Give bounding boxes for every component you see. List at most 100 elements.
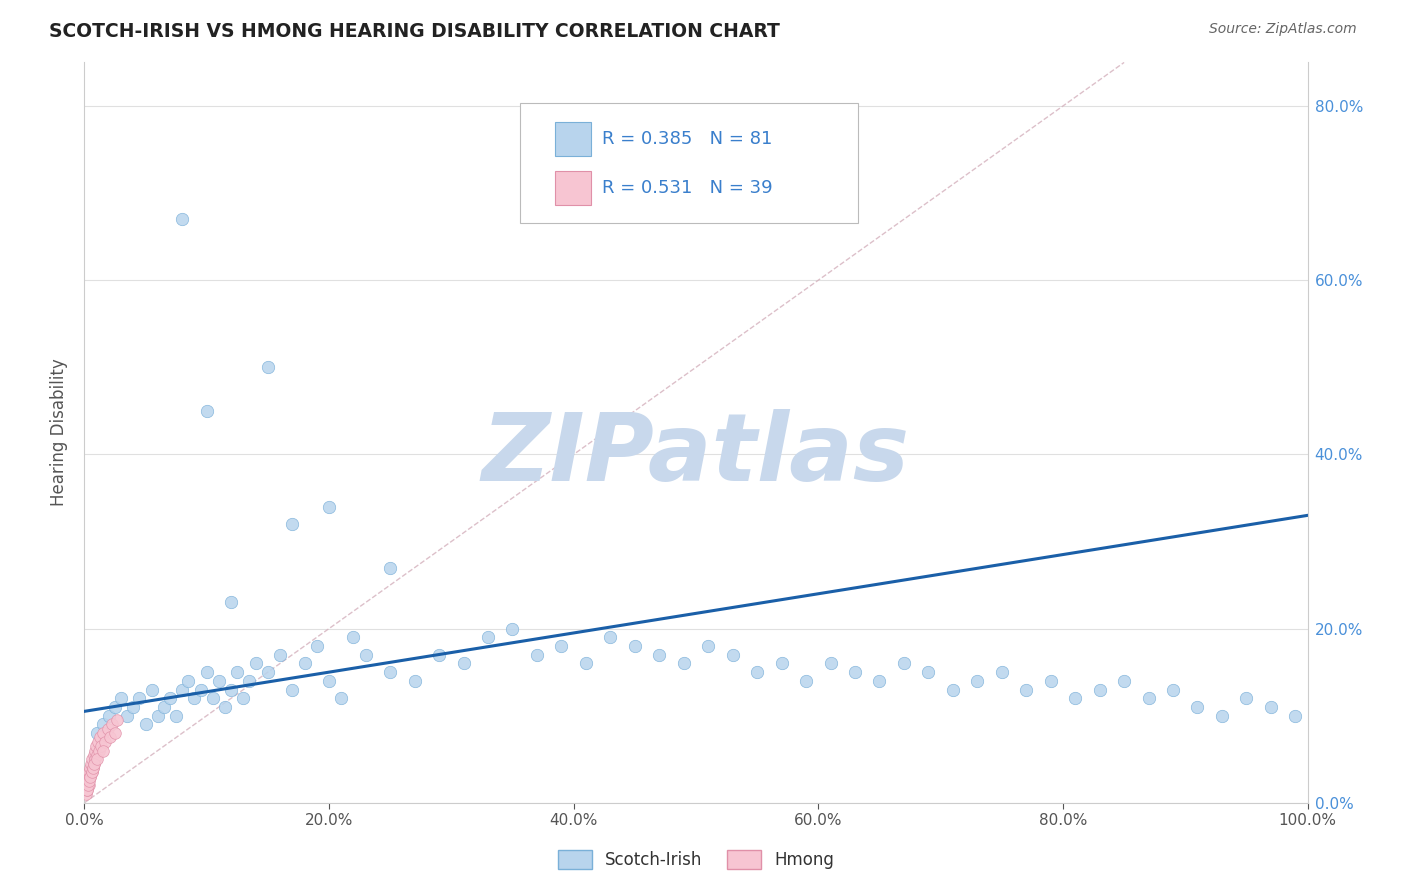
Point (672, 657, 695, 671)
Point (82, 761, 104, 775)
Point (122, 700, 145, 714)
Point (318, 673, 340, 688)
Point (115, 708, 138, 723)
Point (599, 630, 621, 644)
Point (502, 622, 524, 636)
Point (219, 595, 242, 609)
Point (427, 648, 450, 662)
Text: R = 0.531   N = 39: R = 0.531 N = 39 (602, 179, 772, 197)
Text: R = 0.385   N = 81: R = 0.385 N = 81 (602, 130, 772, 148)
Point (80, 765, 103, 780)
Point (226, 665, 249, 680)
Point (942, 682, 965, 697)
Point (201, 691, 224, 706)
Point (84, 739, 107, 754)
Point (165, 708, 187, 723)
Point (141, 682, 163, 697)
Point (1260, 700, 1282, 714)
Text: ZIPatlas: ZIPatlas (482, 409, 910, 500)
Point (159, 691, 181, 706)
Point (94, 735, 117, 749)
Point (82, 752, 104, 766)
Point (82, 761, 104, 775)
Text: Source: ZipAtlas.com: Source: ZipAtlas.com (1209, 22, 1357, 37)
Point (294, 657, 316, 671)
Point (76, 770, 98, 784)
Point (97, 722, 120, 736)
Point (77, 778, 100, 792)
Point (77, 774, 100, 789)
Point (172, 212, 194, 227)
Point (1114, 673, 1136, 688)
Point (318, 500, 340, 514)
Point (83, 743, 105, 757)
Point (177, 673, 200, 688)
Point (80, 756, 103, 771)
Point (575, 657, 598, 671)
Point (1064, 691, 1087, 706)
Point (404, 673, 426, 688)
Point (257, 665, 280, 680)
Point (330, 691, 353, 706)
Point (86, 752, 108, 766)
Point (91, 717, 114, 731)
Point (1236, 691, 1258, 706)
Point (281, 682, 304, 697)
Point (1015, 682, 1038, 697)
Point (477, 630, 499, 644)
Point (195, 404, 218, 418)
Point (153, 700, 176, 714)
Point (190, 682, 212, 697)
Point (648, 648, 671, 662)
Point (87, 735, 110, 749)
Point (83, 756, 105, 771)
Point (624, 639, 647, 653)
Point (966, 673, 988, 688)
Point (380, 560, 402, 574)
Legend: Scotch-Irish, Hmong: Scotch-Irish, Hmong (551, 843, 841, 876)
Point (86, 747, 108, 762)
Point (135, 717, 157, 731)
Point (77, 765, 100, 780)
Point (91, 726, 114, 740)
Point (219, 682, 242, 697)
Point (101, 717, 124, 731)
Point (269, 648, 291, 662)
Point (893, 657, 915, 671)
Point (76, 782, 98, 797)
Point (917, 665, 939, 680)
Point (354, 648, 377, 662)
Point (195, 665, 218, 680)
Point (83, 747, 105, 762)
Point (79, 761, 101, 775)
Point (232, 691, 254, 706)
Point (257, 360, 280, 375)
Point (79, 770, 101, 784)
Point (75, 778, 97, 792)
Point (75, 787, 97, 801)
Point (91, 743, 114, 757)
Point (844, 665, 866, 680)
Point (1187, 700, 1209, 714)
Point (238, 673, 260, 688)
Point (1039, 673, 1062, 688)
Point (991, 665, 1014, 680)
Point (83, 756, 105, 771)
Point (105, 713, 128, 727)
Point (183, 691, 205, 706)
Point (1211, 708, 1233, 723)
Point (80, 765, 103, 780)
Point (86, 726, 108, 740)
Point (245, 657, 267, 671)
Point (1161, 682, 1184, 697)
Point (110, 691, 132, 706)
Point (1088, 682, 1111, 697)
Point (794, 673, 817, 688)
Y-axis label: Hearing Disability: Hearing Disability (51, 359, 69, 507)
Point (550, 639, 572, 653)
Point (526, 648, 548, 662)
Point (89, 731, 111, 745)
Point (76, 782, 98, 797)
Point (79, 770, 101, 784)
Point (77, 778, 100, 792)
